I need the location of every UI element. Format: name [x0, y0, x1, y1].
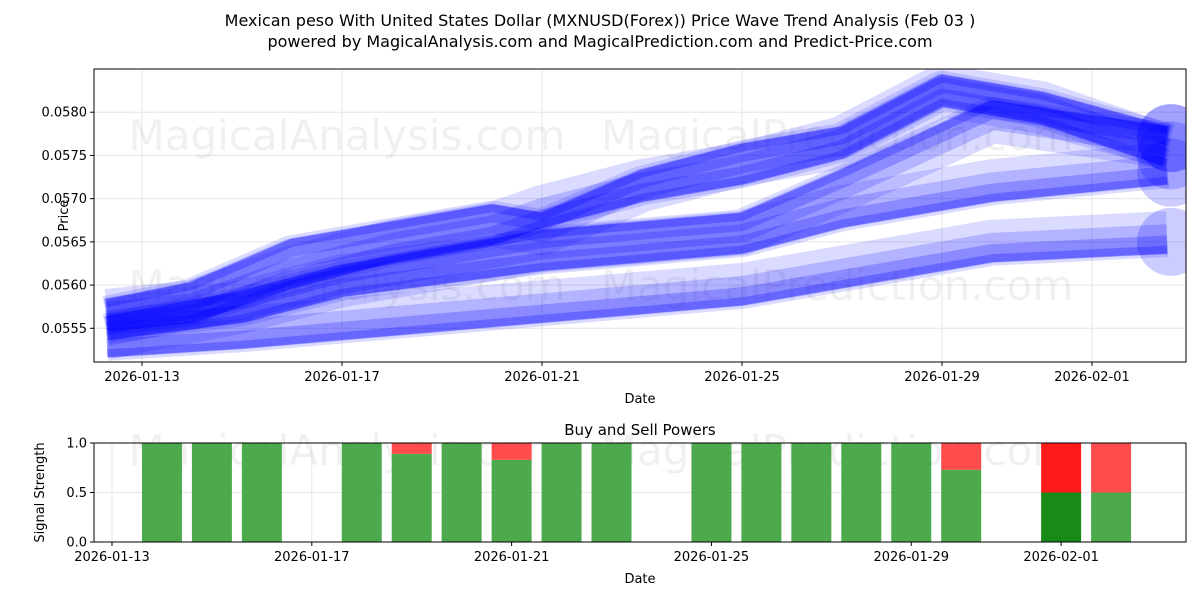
buy-bar [391, 453, 432, 542]
wave-line [106, 74, 1169, 308]
x-tick-label: 2026-01-17 [274, 550, 350, 565]
y-tick-label: 0.0575 [42, 149, 88, 164]
buy-bar [491, 459, 532, 542]
wave-line [106, 245, 1168, 358]
y-tick-label: 0.0555 [42, 322, 88, 337]
wave-line [106, 100, 1168, 325]
buy-bar [191, 443, 232, 542]
wave-line [102, 96, 1171, 359]
wave-line [106, 224, 1168, 358]
sell-bar [941, 443, 982, 470]
y-tick-label: 0.0 [66, 536, 87, 551]
wave-line [104, 142, 1170, 344]
buy-bar [441, 443, 482, 542]
sell-bar [1091, 443, 1132, 493]
buy-bar [591, 443, 632, 542]
wave-end-marker [1137, 104, 1186, 173]
sell-bar [1041, 443, 1082, 493]
wave-line [102, 71, 1174, 342]
buy-bar [141, 443, 182, 542]
y-axis-label: Signal Strength [33, 442, 48, 542]
plot-frame [93, 68, 1187, 363]
wave-line [105, 100, 1169, 335]
wave-line [105, 77, 1172, 332]
y-tick-label: 0.0560 [42, 279, 88, 294]
wave-end-marker [1137, 121, 1186, 190]
y-tick-label: 1.0 [66, 437, 87, 452]
x-axis-label: Date [624, 392, 655, 407]
watermark: MagicalAnalysis.com [129, 111, 566, 160]
wave-line [105, 74, 1170, 318]
sell-bar [391, 443, 432, 454]
waves [102, 69, 1186, 361]
buy-bar [691, 443, 732, 542]
x-tick-label: 2026-01-29 [873, 550, 949, 565]
watermark: MagicalPrediction.com [601, 261, 1074, 310]
y-tick-label: 0.0570 [42, 192, 88, 207]
chart-title: Mexican peso With United States Dollar (… [225, 11, 976, 30]
wave-line [105, 155, 1169, 341]
x-tick-label: 2026-01-13 [104, 370, 180, 385]
subplot-title: Buy and Sell Powers [564, 421, 716, 439]
buy-bar [1091, 492, 1132, 542]
y-tick-label: 0.0580 [42, 106, 88, 121]
plot-frame [93, 442, 1187, 543]
wave-line [106, 235, 1168, 358]
wave-end-marker [1137, 207, 1186, 276]
watermark: MagicalAnalysis.com [129, 261, 566, 310]
wave-line [104, 99, 1170, 346]
x-tick-label: 2026-01-29 [904, 370, 980, 385]
x-tick-label: 2026-01-25 [674, 550, 750, 565]
wave-line [104, 73, 1171, 329]
wave-line [105, 166, 1168, 340]
watermark: MagicalPrediction.com [601, 426, 1074, 475]
wave-line [105, 211, 1169, 361]
buy-bar [541, 443, 582, 542]
watermarks: MagicalAnalysis.com MagicalPrediction.com… [129, 111, 1074, 310]
x-tick-label: 2026-01-13 [74, 550, 150, 565]
wave-line [106, 176, 1168, 341]
x-tick-label: 2026-01-25 [704, 370, 780, 385]
wave-end-marker [1137, 104, 1186, 173]
x-tick-label: 2026-02-01 [1023, 550, 1099, 565]
buy-bar [341, 443, 382, 542]
buy-bar [891, 443, 932, 542]
y-axis-label: Price [57, 200, 72, 232]
wave-end-marker [1137, 138, 1186, 207]
wave-line [106, 98, 1169, 332]
watermark: MagicalPrediction.com [601, 111, 1074, 160]
y-tick-label: 0.0565 [42, 235, 88, 250]
wave-line [106, 88, 1170, 332]
chart-subtitle: powered by MagicalAnalysis.com and Magic… [267, 32, 932, 51]
buy-bar [741, 443, 782, 542]
buy-bar [791, 443, 832, 542]
x-tick-label: 2026-02-01 [1054, 370, 1130, 385]
buy-bar [241, 443, 282, 542]
x-axis-label: Date [624, 572, 655, 587]
buy-bar [841, 443, 882, 542]
wave-line [104, 69, 1175, 335]
buy-bar [941, 469, 982, 542]
y-tick-label: 0.5 [66, 486, 87, 501]
buy-bar [1041, 492, 1082, 542]
sell-bar [491, 443, 532, 460]
x-tick-label: 2026-01-21 [504, 370, 580, 385]
x-tick-label: 2026-01-21 [474, 550, 550, 565]
x-tick-label: 2026-01-17 [304, 370, 380, 385]
